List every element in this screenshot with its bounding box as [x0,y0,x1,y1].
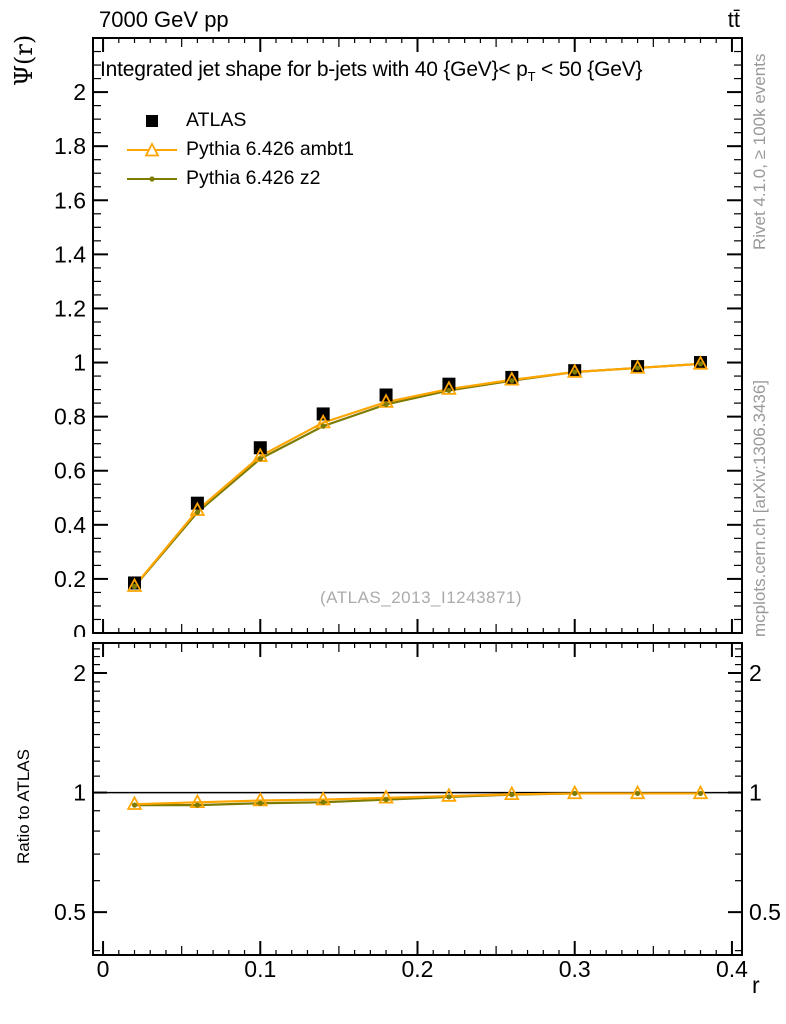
plot-title-pre: Integrated jet shape for b-jets with 40 … [100,58,528,81]
plot-title-subscript: T [527,69,536,84]
ratio-y-axis-title: Ratio to ATLAS [14,749,33,864]
tick-label: 2 [73,79,86,105]
legend-item-z2: Pythia 6.426 z2 [126,164,354,193]
ratio-panel-series [126,784,709,810]
main-y-axis-ticks: 00.20.40.60.811.21.41.61.82 [54,37,742,654]
tick-label: 1.6 [54,187,86,213]
beam-energy-label: 7000 GeV pp [99,7,229,32]
ratio-y-axis-ticks: 0.5 0.5 1 1 2 2 [54,648,781,952]
plot-title-post: < 50 {GeV} [535,58,643,81]
legend-label-z2: Pythia 6.426 z2 [186,167,321,189]
tick-label: 0.4 [716,956,748,982]
tick-label: 0.2 [54,566,86,592]
tick-label: 0.1 [244,956,276,982]
tick-label: 2 [73,660,86,686]
mcplots-credit-text: mcplots.cern.ch [arXiv:1306.3436] [750,379,769,637]
process-label: tt̄ [727,7,740,32]
tick-label: 0.6 [54,458,86,484]
legend-item-ambt1: Pythia 6.426 ambt1 [126,135,354,164]
series-line-Pythia 6.426 ambt1 [134,792,701,806]
tick-label: 0.2 [402,956,434,982]
main-y-axis-title: Ψ(r) [10,34,38,86]
tick-label: 1.4 [54,241,86,267]
tick-label: 0.8 [54,404,86,430]
filled-square-marker-icon [146,114,158,127]
legend: ATLAS Pythia 6.426 ambt1 Pythia 6.426 z2 [126,106,354,193]
legend-item-atlas: ATLAS [126,106,354,135]
rivet-version-text: Rivet 4.1.0, ≥ 100k events [750,53,769,250]
legend-label-atlas: ATLAS [186,109,247,131]
series-line-Pythia 6.426 z2 [134,792,701,807]
x-axis-ticks: 0 0.1 0.2 0.3 0.4 [97,38,748,982]
tick-label: 0 [97,956,110,982]
series-line-Pythia 6.426 ambt1 [133,362,701,587]
tick-label: 1.8 [54,133,86,159]
tick-label: 0.4 [54,512,86,538]
main-panel-series [126,355,709,592]
series-line-Pythia 6.426 z2 [133,362,701,588]
open-triangle-marker-icon [127,141,177,156]
tick-label: 1 [749,780,762,806]
tick-label: 0.5 [54,899,86,925]
tick-label: 2 [749,660,762,686]
x-axis-title: r [752,972,760,998]
filled-dot-marker-icon [127,175,177,182]
plot-title: Integrated jet shape for b-jets with 40 … [100,58,643,84]
tick-label: 1.2 [54,295,86,321]
tick-label: 1 [73,350,86,376]
tick-label: 0.3 [559,956,591,982]
legend-label-ambt1: Pythia 6.426 ambt1 [186,138,355,160]
analysis-id-watermark: (ATLAS_2013_I1243871) [320,588,523,607]
tick-label: 1 [73,780,86,806]
tick-label: 0.5 [749,899,781,925]
